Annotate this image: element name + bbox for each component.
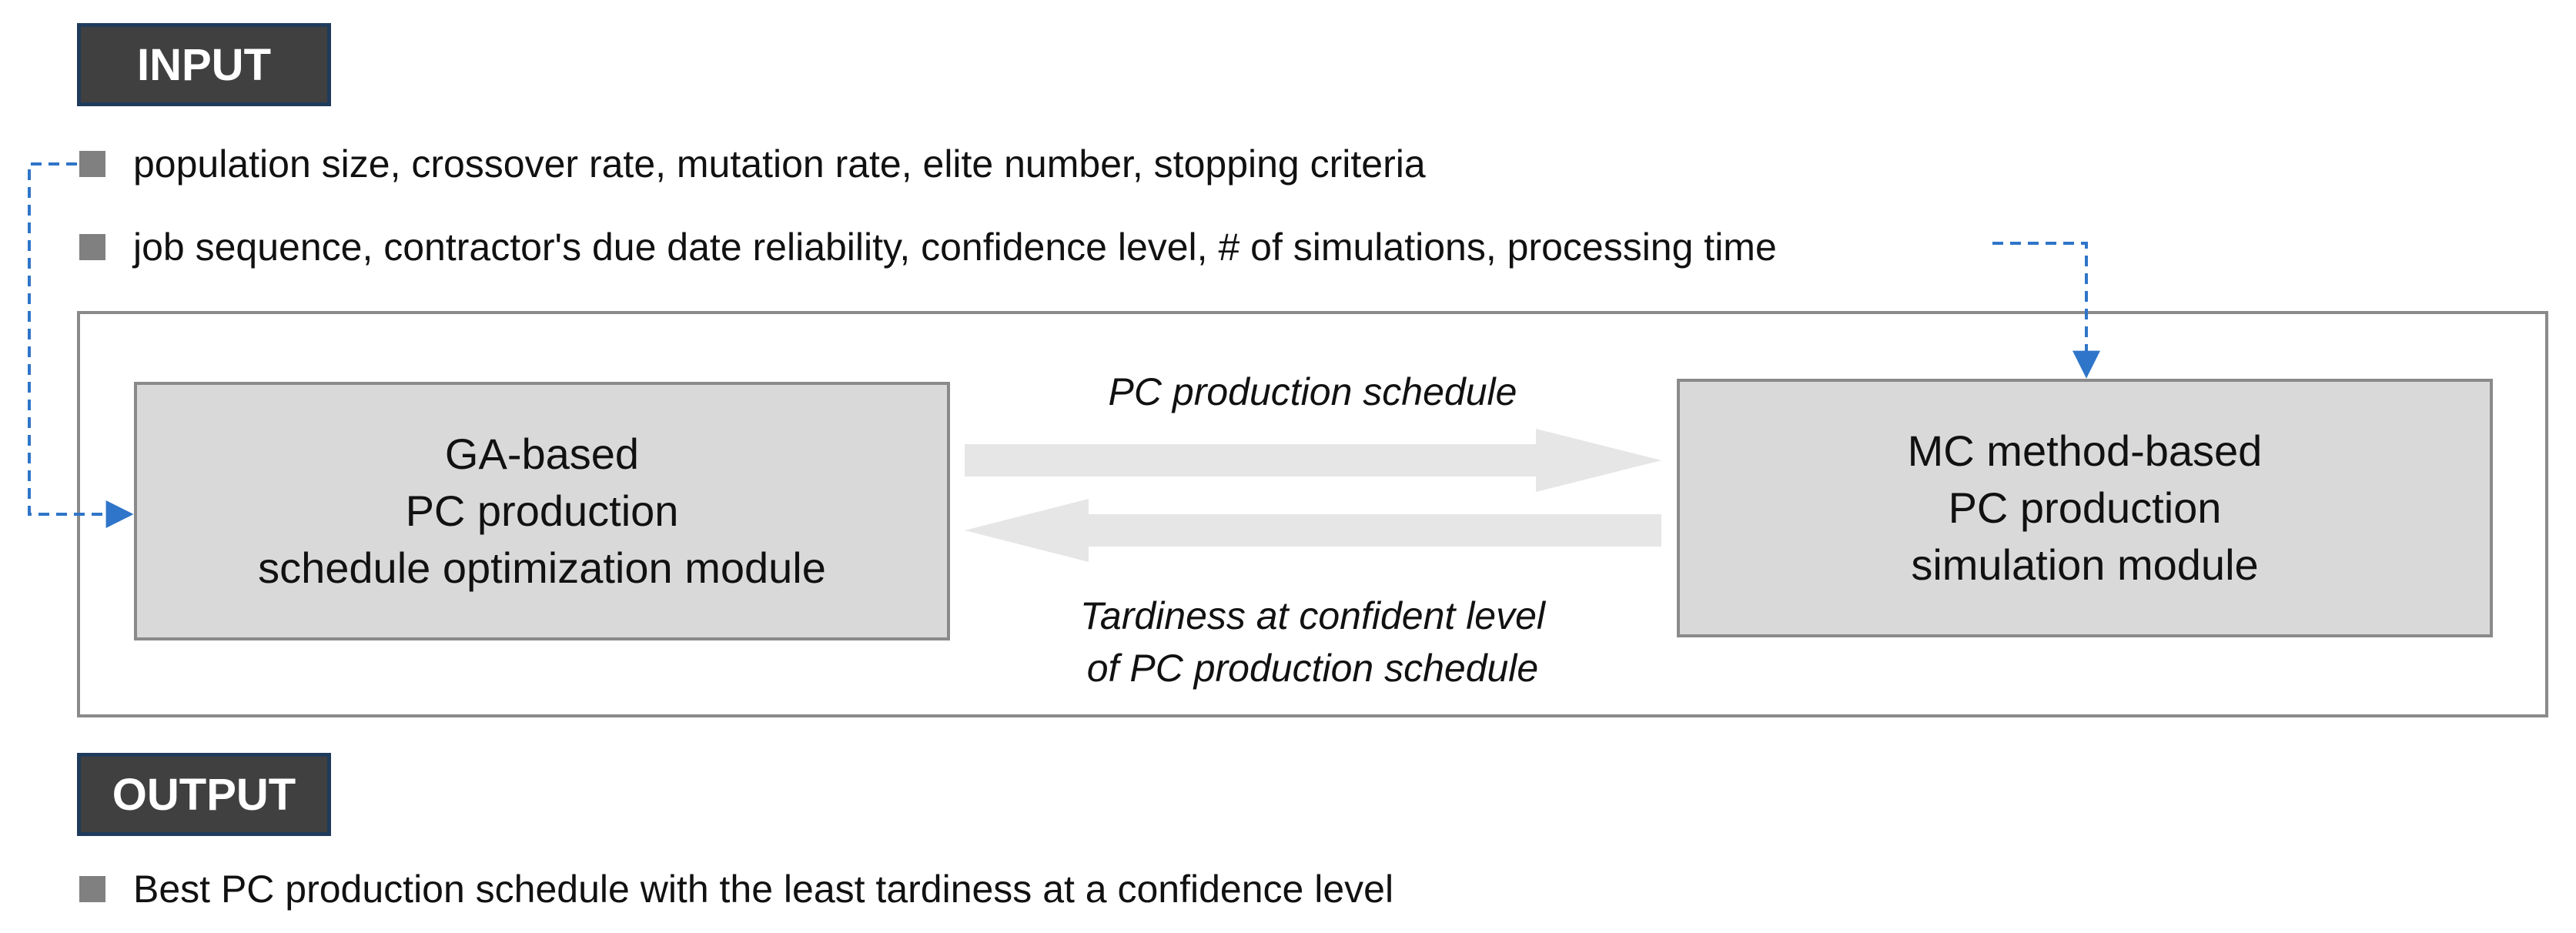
ga-module-line-3: schedule optimization module	[258, 543, 826, 592]
forward-flow-label: PC production schedule	[993, 366, 1632, 418]
backward-flow-text-line-2: of PC production schedule	[1086, 647, 1539, 690]
ga-optimization-module: GA-based PC production schedule optimiza…	[134, 382, 950, 640]
output-result-item: Best PC production schedule with the lea…	[79, 864, 1393, 915]
backward-flow-label: Tardiness at confident level of PC produ…	[993, 590, 1632, 694]
forward-flow-text: PC production schedule	[1108, 370, 1517, 413]
output-header: OUTPUT	[77, 753, 331, 836]
mc-parameters-item: job sequence, contractor's due date reli…	[79, 222, 1777, 273]
output-header-label: OUTPUT	[112, 769, 296, 820]
input-header-label: INPUT	[137, 39, 271, 90]
mc-module-line-1: MC method-based	[1907, 426, 2263, 475]
square-bullet-icon	[79, 151, 105, 177]
square-bullet-icon	[79, 876, 105, 902]
mc-module-line-3: simulation module	[1911, 540, 2259, 589]
mc-parameters-text: job sequence, contractor's due date reli…	[133, 226, 1777, 269]
input-header: INPUT	[77, 23, 331, 106]
square-bullet-icon	[79, 234, 105, 260]
ga-parameters-item: population size, crossover rate, mutatio…	[79, 139, 1426, 189]
ga-module-line-1: GA-based	[444, 430, 640, 478]
ga-module-line-2: PC production	[405, 487, 679, 535]
output-result-text: Best PC production schedule with the lea…	[133, 868, 1394, 911]
backward-flow-text-line-1: Tardiness at confident level	[1079, 594, 1546, 637]
mc-module-line-2: PC production	[1948, 483, 2222, 532]
mc-simulation-module: MC method-based PC production simulation…	[1677, 379, 2493, 637]
ga-parameters-text: population size, crossover rate, mutatio…	[133, 142, 1426, 186]
